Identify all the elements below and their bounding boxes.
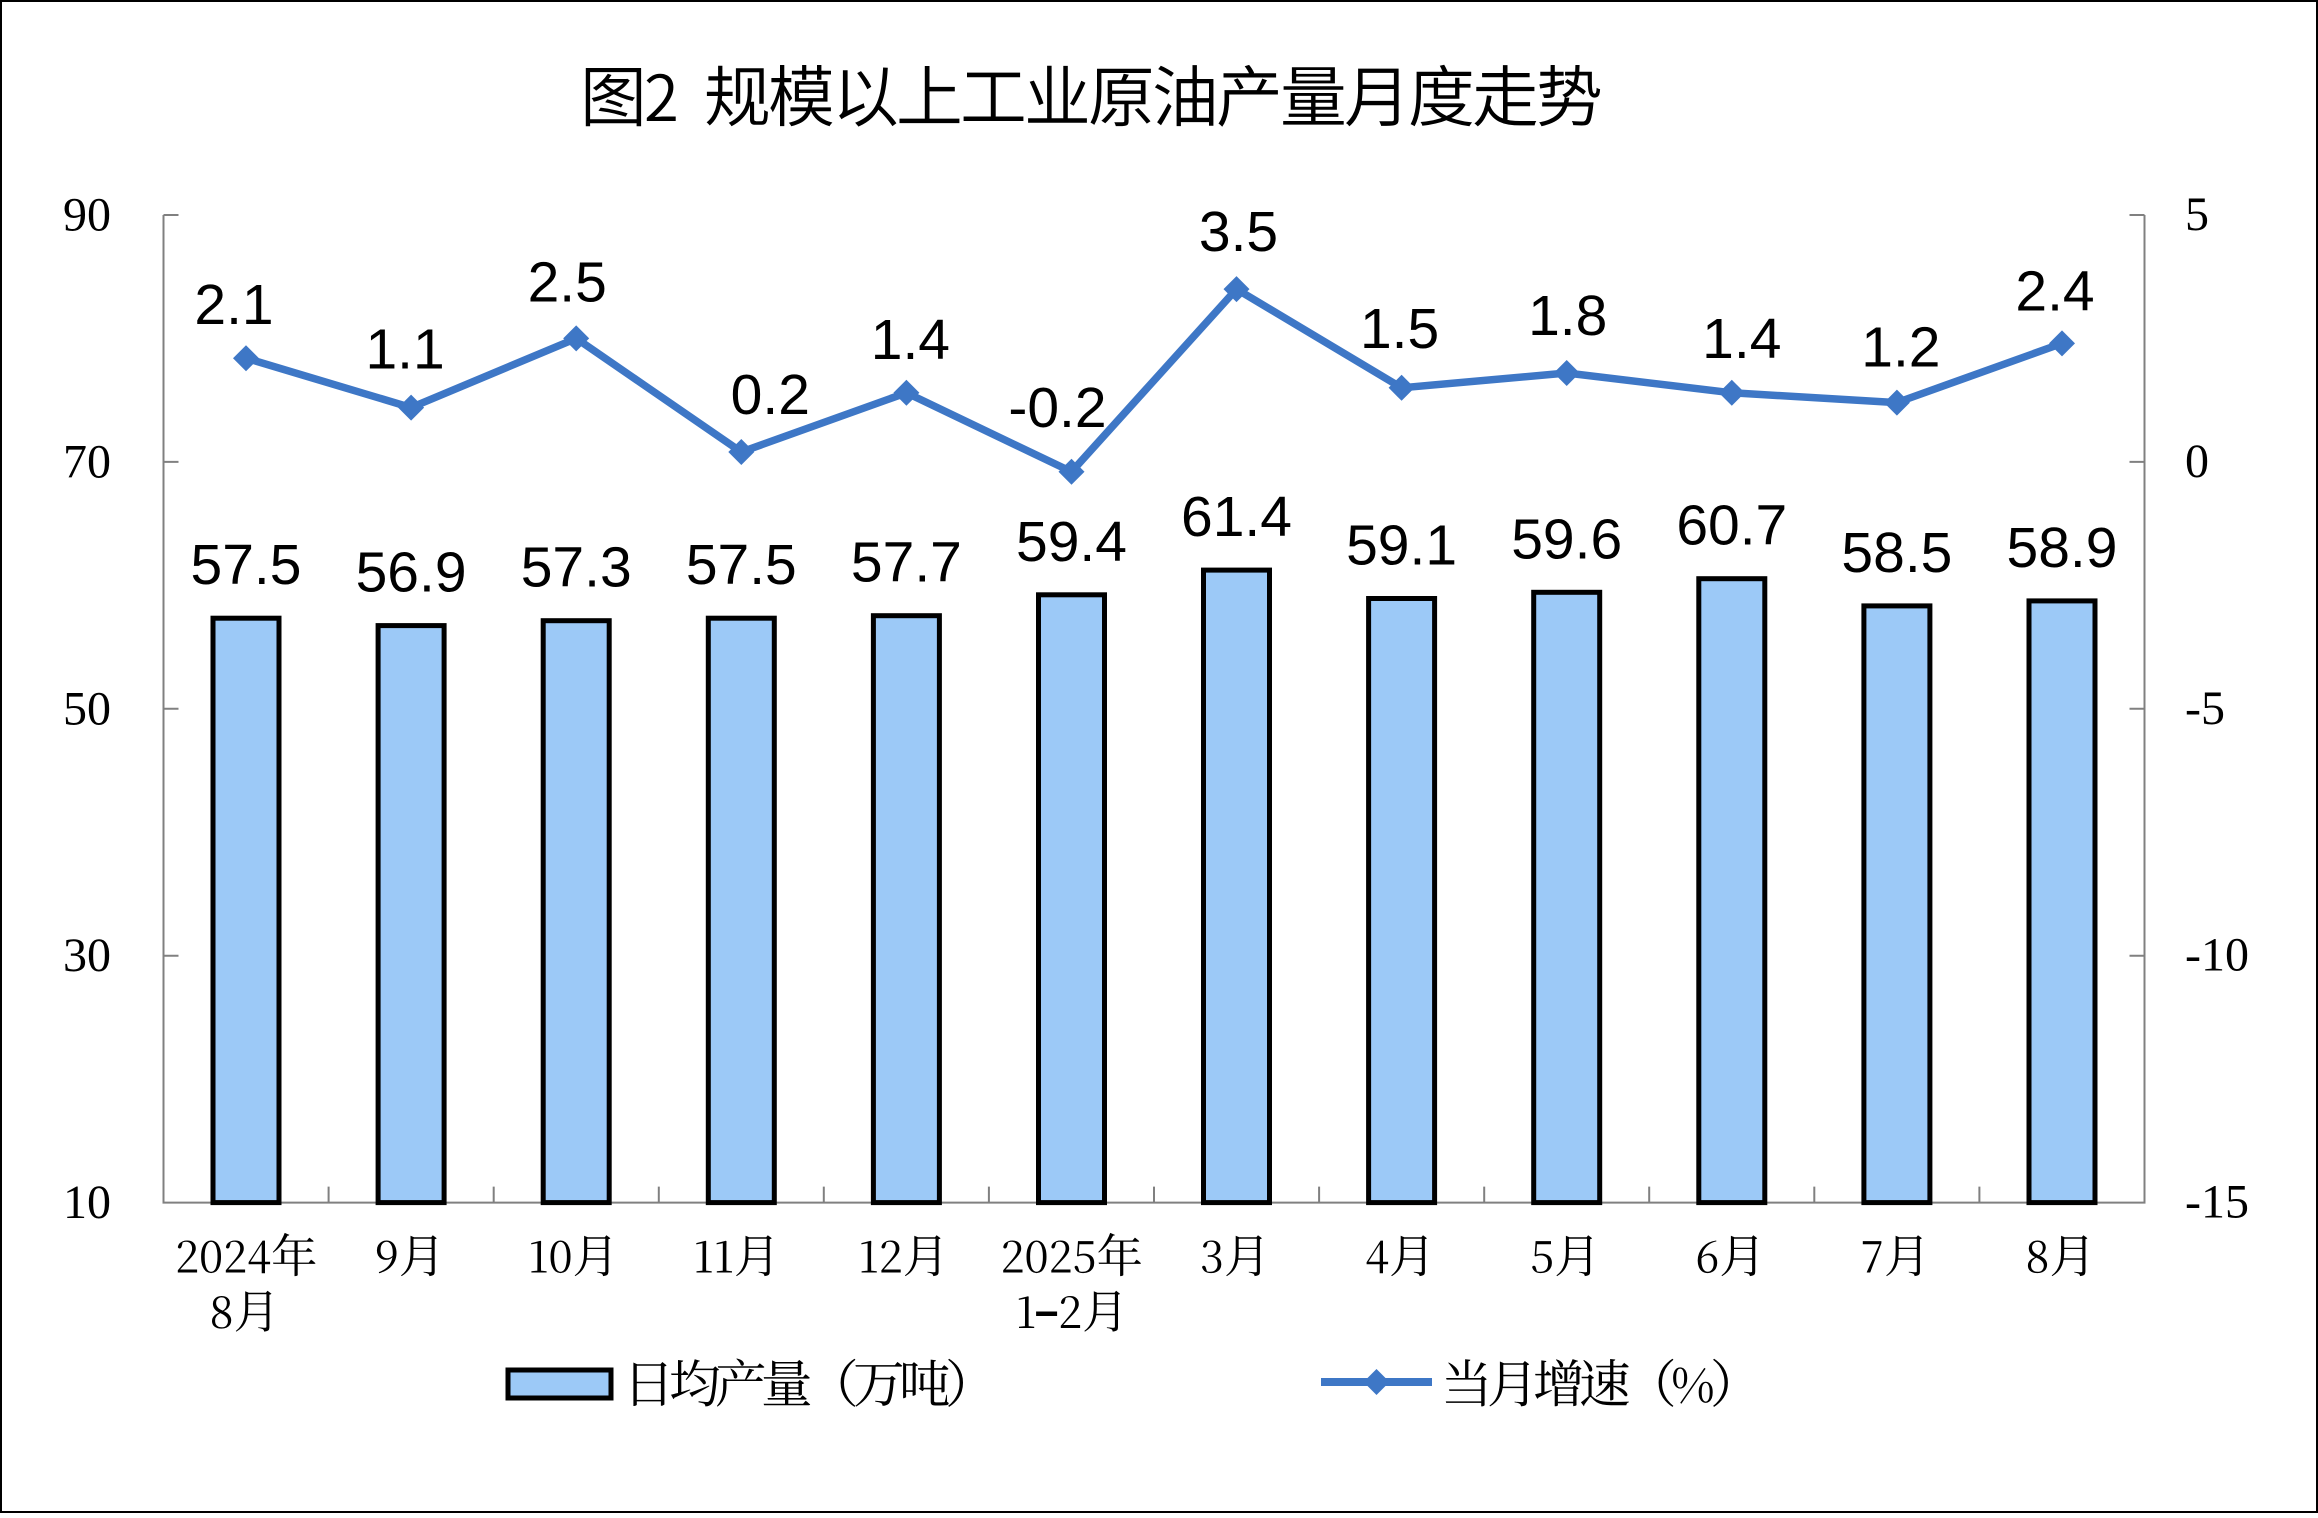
svg-text:-10: -10 <box>2185 929 2249 982</box>
svg-text:59.4: 59.4 <box>1016 510 1127 574</box>
svg-text:-5: -5 <box>2185 682 2225 735</box>
svg-text:90: 90 <box>63 189 111 242</box>
svg-text:1.4: 1.4 <box>1702 307 1781 371</box>
svg-text:0: 0 <box>2185 435 2209 488</box>
svg-text:61.4: 61.4 <box>1181 485 1292 549</box>
svg-text:70: 70 <box>63 435 111 488</box>
svg-text:57.5: 57.5 <box>191 533 302 597</box>
svg-text:59.6: 59.6 <box>1511 507 1622 571</box>
svg-text:1.1: 1.1 <box>365 318 444 382</box>
svg-text:5: 5 <box>2185 188 2209 241</box>
svg-text:1.8: 1.8 <box>1528 284 1607 348</box>
svg-text:-15: -15 <box>2185 1176 2249 1229</box>
svg-text:2.4: 2.4 <box>2015 259 2094 323</box>
svg-text:1.5: 1.5 <box>1360 297 1439 361</box>
svg-text:30: 30 <box>63 929 111 982</box>
svg-text:58.9: 58.9 <box>2007 516 2118 580</box>
svg-text:2.1: 2.1 <box>194 273 273 337</box>
svg-text:2.5: 2.5 <box>528 250 607 314</box>
svg-text:57.5: 57.5 <box>686 533 797 597</box>
svg-text:1.2: 1.2 <box>1861 316 1940 380</box>
svg-text:58.5: 58.5 <box>1841 521 1952 585</box>
svg-text:59.1: 59.1 <box>1346 514 1457 578</box>
svg-text:57.7: 57.7 <box>851 531 962 595</box>
svg-text:56.9: 56.9 <box>356 541 467 605</box>
svg-text:3.5: 3.5 <box>1199 200 1278 264</box>
svg-text:1.4: 1.4 <box>871 308 950 372</box>
svg-text:0.2: 0.2 <box>731 363 810 427</box>
svg-text:50: 50 <box>63 682 111 735</box>
svg-text:60.7: 60.7 <box>1676 494 1787 558</box>
svg-text:-0.2: -0.2 <box>1008 376 1106 440</box>
svg-text:57.3: 57.3 <box>521 536 632 600</box>
svg-text:10: 10 <box>63 1176 111 1229</box>
